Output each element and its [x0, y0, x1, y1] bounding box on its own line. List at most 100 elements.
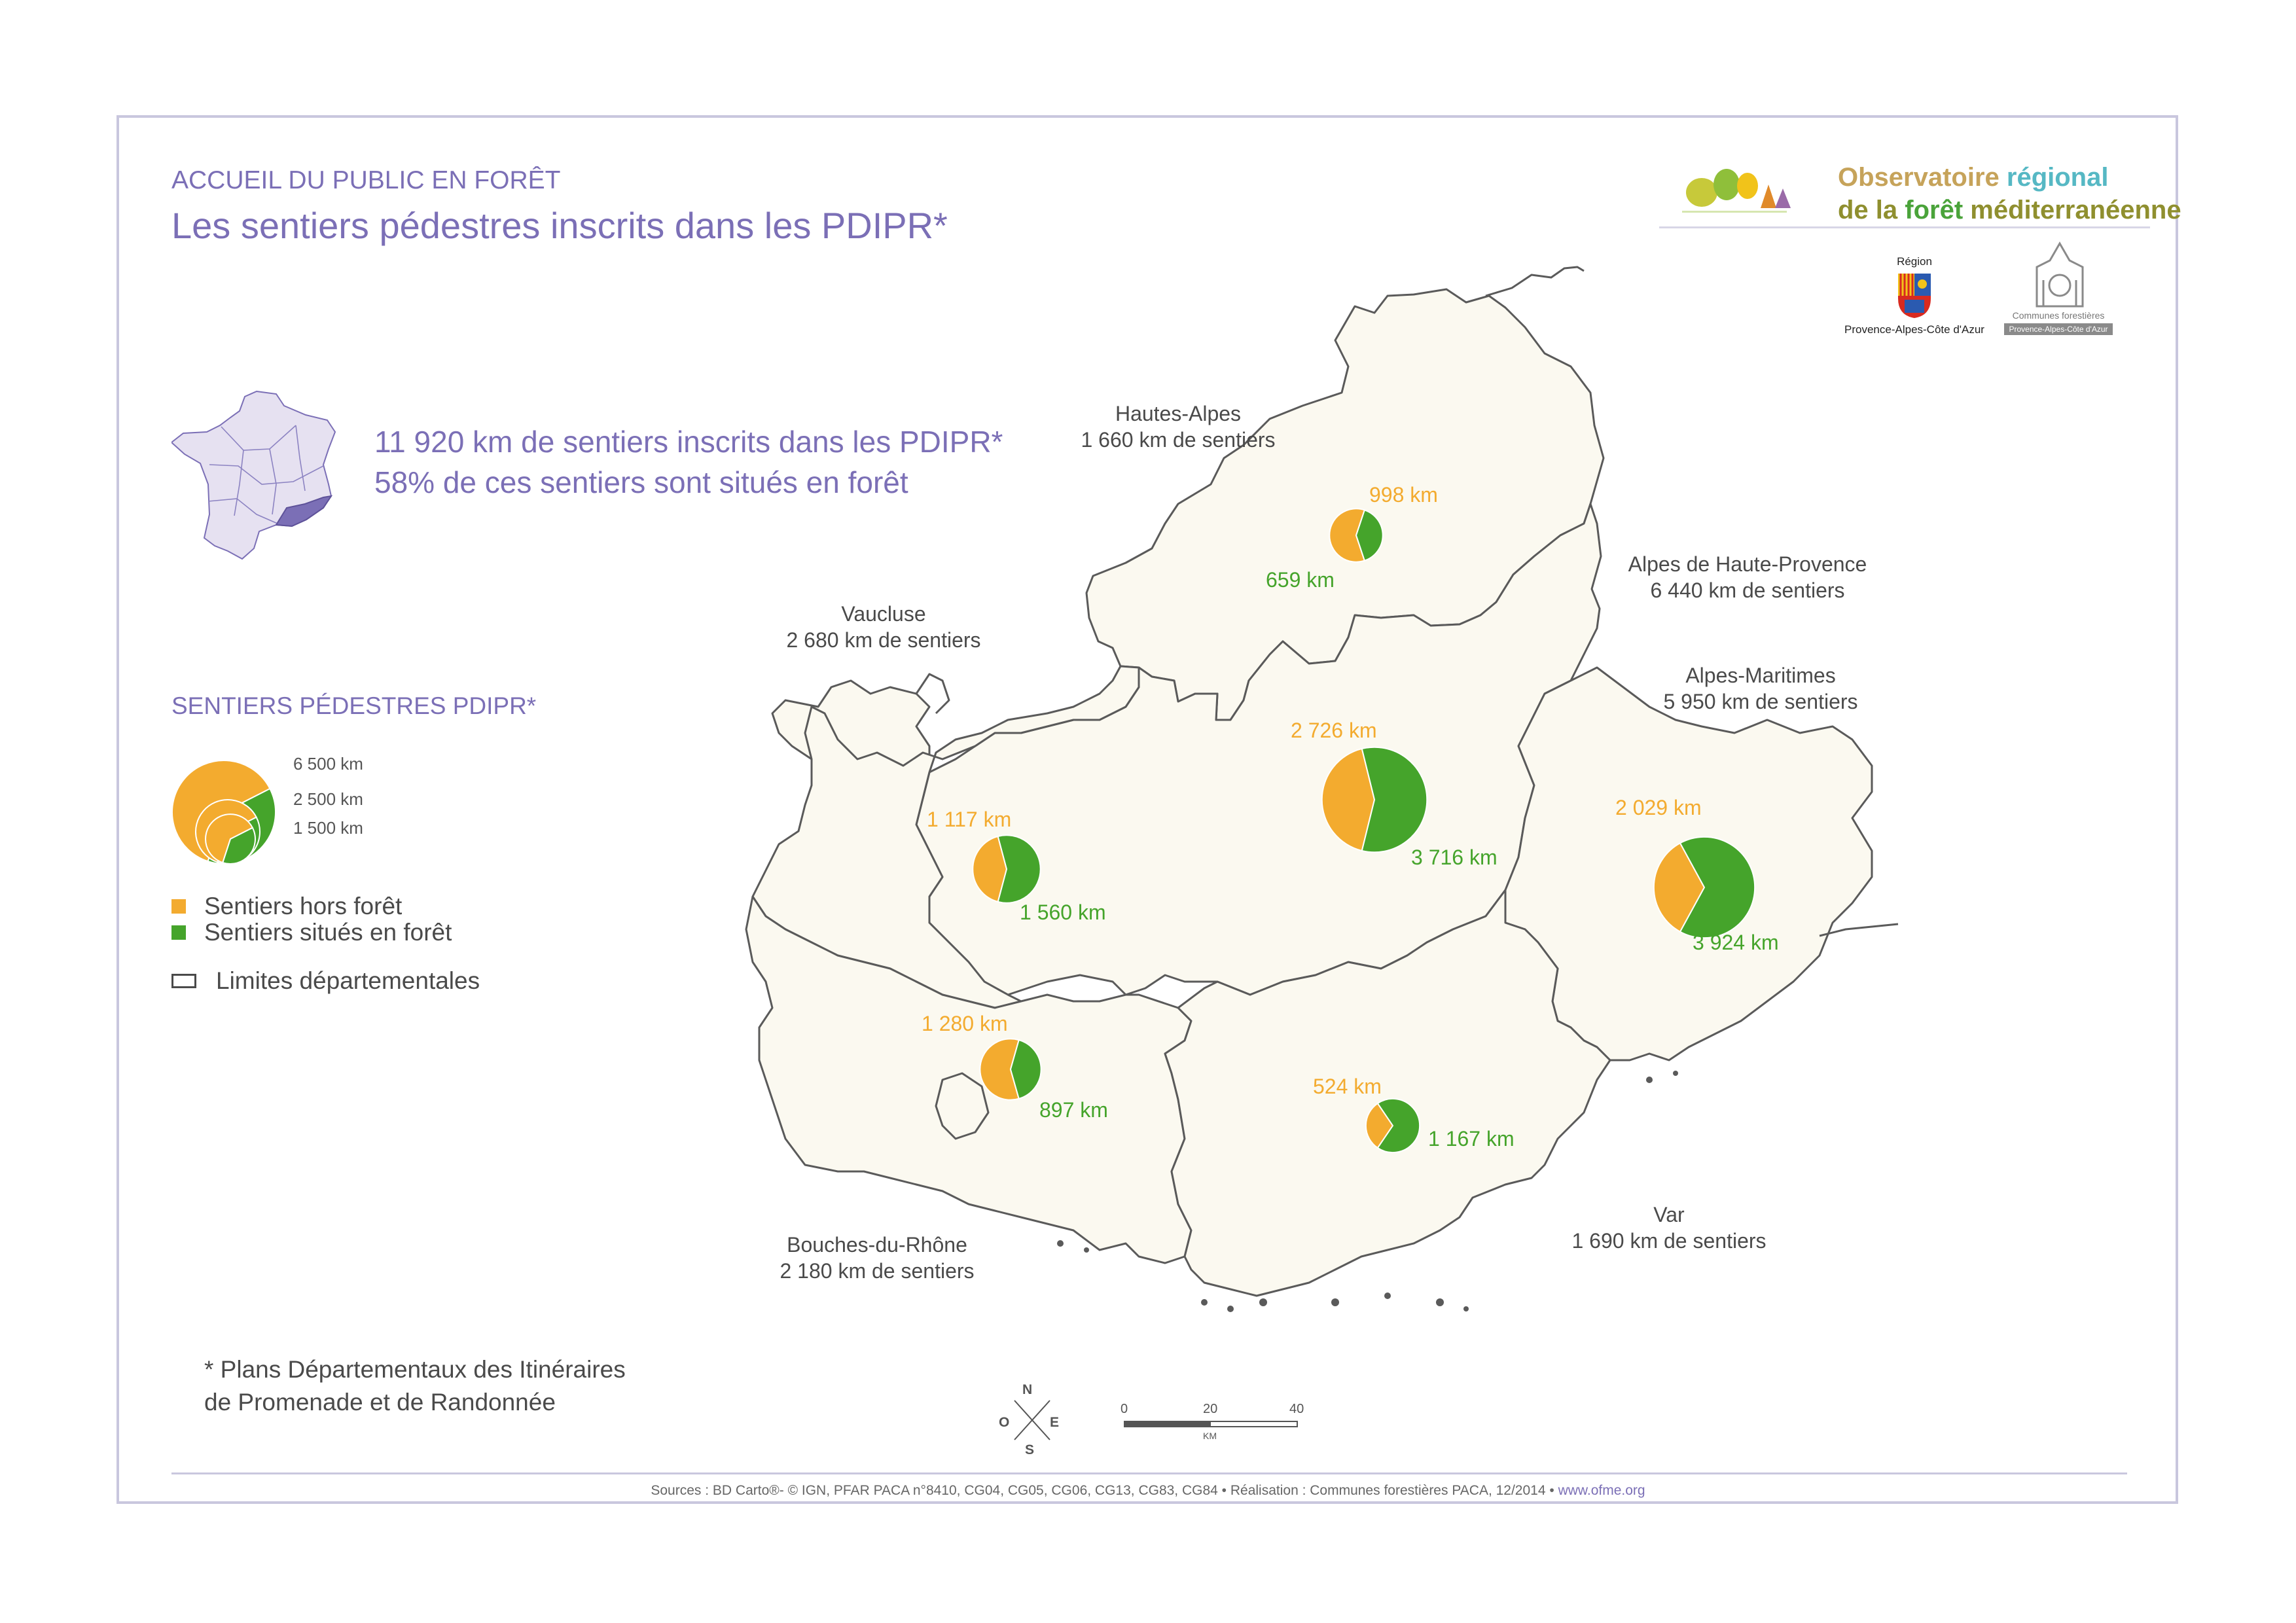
pie-bouches_du_rhone-hors-foret — [979, 1038, 1020, 1101]
pie-hautes_alpes-en-foret — [1355, 509, 1384, 562]
logo-word-de-la: de la — [1838, 196, 1905, 224]
communes-forestieres-logo-icon — [2036, 241, 2084, 308]
france-inset-map — [171, 390, 336, 560]
footnote-line-1: * Plans Départementaux des Itinéraires — [204, 1356, 626, 1383]
label-var: Var 1 690 km de sentiers — [1564, 1202, 1774, 1254]
page-title: Les sentiers pédestres inscrits dans les… — [171, 205, 948, 246]
label-vaucluse-total: 2 680 km de sentiers — [786, 628, 981, 652]
value-var-hors: 524 km — [1313, 1075, 1382, 1098]
lagoon-berre — [935, 1072, 990, 1140]
pie-alpes_maritimes-en-foret — [1679, 836, 1756, 939]
border-italy-north — [1485, 266, 1585, 297]
value-hautes-alpes-hors: 998 km — [1369, 483, 1438, 507]
logo-word-foret: forêt — [1905, 196, 1964, 224]
legend-label-en-foret: Sentiers situés en forêt — [204, 919, 452, 946]
label-vaucluse-name: Vaucluse — [841, 602, 926, 626]
label-bouches-du-rhone: Bouches-du-Rhône 2 180 km de sentiers — [766, 1232, 988, 1284]
border-italy-east — [1819, 923, 1899, 937]
scale-bar — [1124, 1421, 1298, 1427]
legend-label-limites: Limites départementales — [216, 967, 480, 994]
compass-icon — [1014, 1400, 1050, 1440]
compass-e: E — [1050, 1415, 1060, 1430]
communes-label-bottom: Provence-Alpes-Côte d'Azur — [2004, 323, 2113, 335]
bottom-divider — [171, 1472, 2127, 1474]
pie-var-hors-foret — [1365, 1102, 1394, 1149]
logo-word-regional: régional — [2006, 163, 2109, 192]
region-paca-crest-icon — [1898, 274, 1931, 318]
sources-text: Sources : BD Carto®- © IGN, PFAR PACA n°… — [651, 1483, 1554, 1498]
legend-item-limites: Limites départementales — [171, 967, 480, 995]
value-bdr-foret: 897 km — [1039, 1098, 1108, 1122]
communes-label-top: Communes forestières — [2012, 310, 2105, 321]
pie-vaucluse-en-foret — [997, 834, 1041, 904]
legend-size-large: 6 500 km — [293, 754, 363, 774]
pie-vaucluse-hors-foret — [972, 835, 1008, 903]
legend-size-small: 1 500 km — [293, 818, 363, 838]
footnote: * Plans Départementaux des Itinéraires d… — [204, 1353, 626, 1419]
value-vaucluse-foret: 1 560 km — [1020, 901, 1106, 924]
scale-tick-40: 40 — [1289, 1402, 1304, 1416]
value-ahp-hors: 2 726 km — [1291, 719, 1377, 742]
pie-hautes_alpes-hors-foret — [1329, 508, 1366, 563]
sources-url[interactable]: www.ofme.org — [1558, 1483, 1645, 1498]
legend-label-hors-foret: Sentiers hors forêt — [204, 893, 403, 919]
value-vaucluse-hors: 1 117 km — [927, 808, 1012, 831]
label-alpes-haute-provence: Alpes de Haute-Provence 6 440 km de sent… — [1604, 551, 1892, 603]
title-kicker: ACCUEIL DU PUBLIC EN FORÊT — [171, 166, 561, 194]
pie-alpes_haute_provence-hors-foret — [1321, 747, 1376, 852]
value-am-hors: 2 029 km — [1615, 796, 1702, 819]
legend-item-hors-foret: Sentiers hors forêt — [171, 893, 402, 920]
label-hautes-alpes-name: Hautes-Alpes — [1115, 402, 1242, 425]
value-hautes-alpes-foret: 659 km — [1266, 568, 1335, 592]
label-var-total: 1 690 km de sentiers — [1571, 1229, 1767, 1253]
label-bdr-name: Bouches-du-Rhône — [787, 1233, 967, 1257]
scale-tick-20: 20 — [1203, 1402, 1218, 1416]
value-am-foret: 3 924 km — [1693, 931, 1779, 954]
label-vaucluse: Vaucluse 2 680 km de sentiers — [779, 601, 988, 653]
label-am-name: Alpes-Maritimes — [1685, 664, 1836, 687]
legend-swatch-border — [171, 974, 196, 988]
label-var-name: Var — [1653, 1203, 1685, 1226]
headline: 11 920 km de sentiers inscrits dans les … — [374, 421, 1003, 503]
label-hautes-alpes-total: 1 660 km de sentiers — [1081, 428, 1276, 452]
compass-o: O — [999, 1415, 1010, 1430]
logo-word-mediterraneenne: méditerranéenne — [1963, 196, 2181, 224]
label-alpes-maritimes: Alpes-Maritimes 5 950 km de sentiers — [1649, 662, 1872, 715]
label-hautes-alpes: Hautes-Alpes 1 660 km de sentiers — [1073, 401, 1283, 453]
legend-title: SENTIERS PÉDESTRES PDIPR* — [171, 692, 537, 719]
legend-swatch-orange — [171, 899, 186, 914]
headline-forest-share: 58% de ces sentiers sont situés en forêt — [374, 465, 908, 499]
compass-s: S — [1025, 1442, 1035, 1457]
scale-tick-0: 0 — [1121, 1402, 1128, 1416]
logo-divider — [1659, 226, 2150, 228]
value-var-foret: 1 167 km — [1428, 1127, 1515, 1150]
compass-n: N — [1022, 1382, 1033, 1397]
legend-circle-1500 — [205, 813, 256, 865]
page-frame — [117, 115, 2178, 1504]
scale-unit: KM — [1203, 1431, 1217, 1441]
legend-item-en-foret: Sentiers situés en forêt — [171, 919, 452, 946]
vaucluse-enclave — [915, 673, 950, 715]
region-label-bottom: Provence-Alpes-Côte d'Azur — [1844, 323, 1984, 336]
label-bdr-total: 2 180 km de sentiers — [780, 1259, 975, 1283]
footnote-line-2: de Promenade et de Randonnée — [204, 1389, 556, 1416]
headline-total: 11 920 km de sentiers inscrits dans les … — [374, 425, 1003, 459]
ofme-logo-text: Observatoire régional de la forêt médite… — [1838, 161, 2181, 226]
pie-bouches_du_rhone-en-foret — [1009, 1039, 1042, 1100]
label-am-total: 5 950 km de sentiers — [1663, 690, 1858, 713]
label-ahp-total: 6 440 km de sentiers — [1650, 579, 1845, 602]
value-ahp-foret: 3 716 km — [1411, 846, 1498, 869]
logo-word-observatoire: Observatoire — [1838, 163, 2007, 192]
dept-var — [1164, 889, 1611, 1297]
pie-var-en-foret — [1376, 1097, 1421, 1154]
value-bdr-hors: 1 280 km — [922, 1012, 1008, 1035]
legend-size-medium: 2 500 km — [293, 789, 363, 809]
label-ahp-name: Alpes de Haute-Provence — [1628, 552, 1867, 576]
region-label-top: Région — [1897, 255, 1932, 268]
ofme-logo-icon — [1682, 169, 1791, 213]
sources-line: Sources : BD Carto®- © IGN, PFAR PACA n°… — [0, 1483, 2296, 1499]
pie-alpes_haute_provence-en-foret — [1361, 746, 1428, 853]
legend-size-circles — [171, 760, 276, 865]
